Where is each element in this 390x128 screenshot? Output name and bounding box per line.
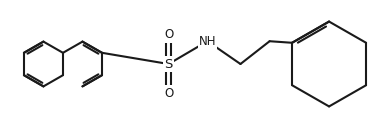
Text: O: O: [164, 28, 173, 41]
Text: NH: NH: [199, 35, 216, 48]
Text: S: S: [165, 57, 173, 71]
Text: O: O: [164, 87, 173, 100]
